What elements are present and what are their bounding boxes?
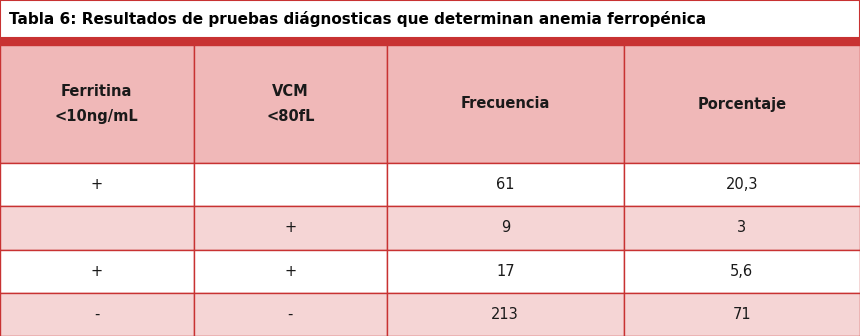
- FancyBboxPatch shape: [387, 206, 624, 250]
- FancyBboxPatch shape: [624, 163, 860, 206]
- Text: -: -: [287, 307, 293, 322]
- FancyBboxPatch shape: [387, 293, 624, 336]
- Text: +: +: [284, 220, 297, 236]
- Text: Ferritina
<10ng/mL: Ferritina <10ng/mL: [55, 84, 138, 124]
- Text: +: +: [90, 264, 103, 279]
- FancyBboxPatch shape: [0, 206, 194, 250]
- FancyBboxPatch shape: [0, 293, 194, 336]
- FancyBboxPatch shape: [0, 0, 860, 38]
- FancyBboxPatch shape: [387, 163, 624, 206]
- FancyBboxPatch shape: [387, 45, 624, 163]
- FancyBboxPatch shape: [624, 250, 860, 293]
- Text: +: +: [90, 177, 103, 192]
- FancyBboxPatch shape: [194, 206, 387, 250]
- Text: VCM
<80fL: VCM <80fL: [266, 84, 315, 124]
- Text: 9: 9: [501, 220, 510, 236]
- FancyBboxPatch shape: [387, 250, 624, 293]
- FancyBboxPatch shape: [194, 250, 387, 293]
- FancyBboxPatch shape: [194, 293, 387, 336]
- FancyBboxPatch shape: [624, 45, 860, 163]
- FancyBboxPatch shape: [0, 163, 194, 206]
- Text: 61: 61: [496, 177, 514, 192]
- Text: -: -: [94, 307, 100, 322]
- FancyBboxPatch shape: [624, 293, 860, 336]
- FancyBboxPatch shape: [0, 38, 860, 45]
- Text: +: +: [284, 264, 297, 279]
- Text: 17: 17: [496, 264, 514, 279]
- Text: 5,6: 5,6: [730, 264, 753, 279]
- FancyBboxPatch shape: [0, 250, 194, 293]
- FancyBboxPatch shape: [194, 45, 387, 163]
- Text: 20,3: 20,3: [726, 177, 758, 192]
- Text: Frecuencia: Frecuencia: [461, 96, 550, 112]
- Text: Porcentaje: Porcentaje: [697, 96, 786, 112]
- FancyBboxPatch shape: [0, 45, 194, 163]
- FancyBboxPatch shape: [624, 206, 860, 250]
- Text: Tabla 6: Resultados de pruebas diágnosticas que determinan anemia ferropénica: Tabla 6: Resultados de pruebas diágnosti…: [9, 11, 706, 27]
- Text: 71: 71: [733, 307, 751, 322]
- Text: 213: 213: [491, 307, 519, 322]
- Text: 3: 3: [737, 220, 746, 236]
- FancyBboxPatch shape: [194, 163, 387, 206]
